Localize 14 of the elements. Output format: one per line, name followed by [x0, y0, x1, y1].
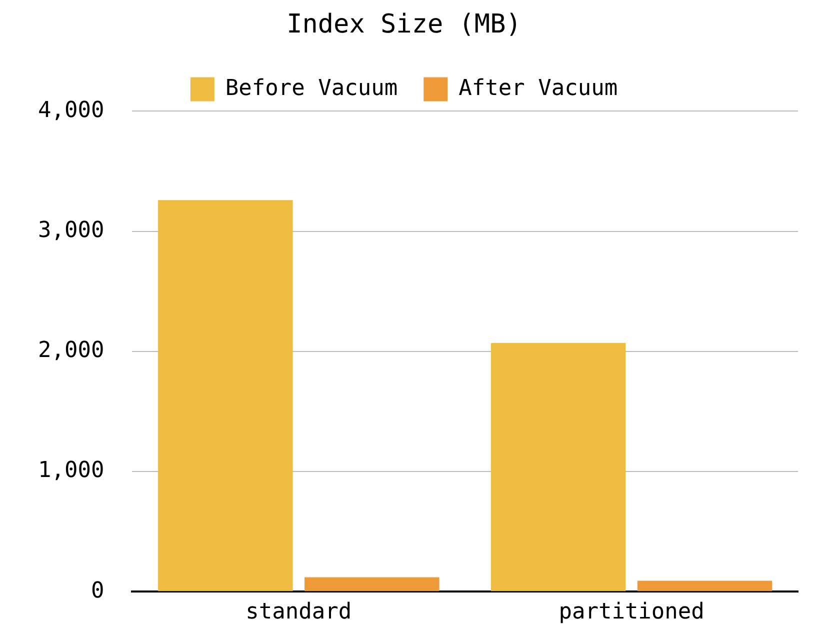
y-tick-label: 0 — [90, 578, 104, 604]
y-tick-label: 2,000 — [38, 338, 104, 364]
y-tick-label: 3,000 — [38, 218, 104, 244]
chart-title: Index Size (MB) — [286, 9, 522, 40]
bar — [158, 200, 293, 592]
bar — [304, 577, 440, 592]
y-tick-label: 1,000 — [38, 458, 104, 484]
bar — [490, 342, 626, 592]
x-tick-label: standard — [246, 600, 352, 625]
legend-label: After Vacuum — [458, 76, 618, 101]
legend-label: Before Vacuum — [225, 76, 398, 101]
bar — [637, 580, 772, 592]
y-tick-label: 4,000 — [38, 98, 104, 123]
x-tick-label: partitioned — [558, 600, 704, 625]
